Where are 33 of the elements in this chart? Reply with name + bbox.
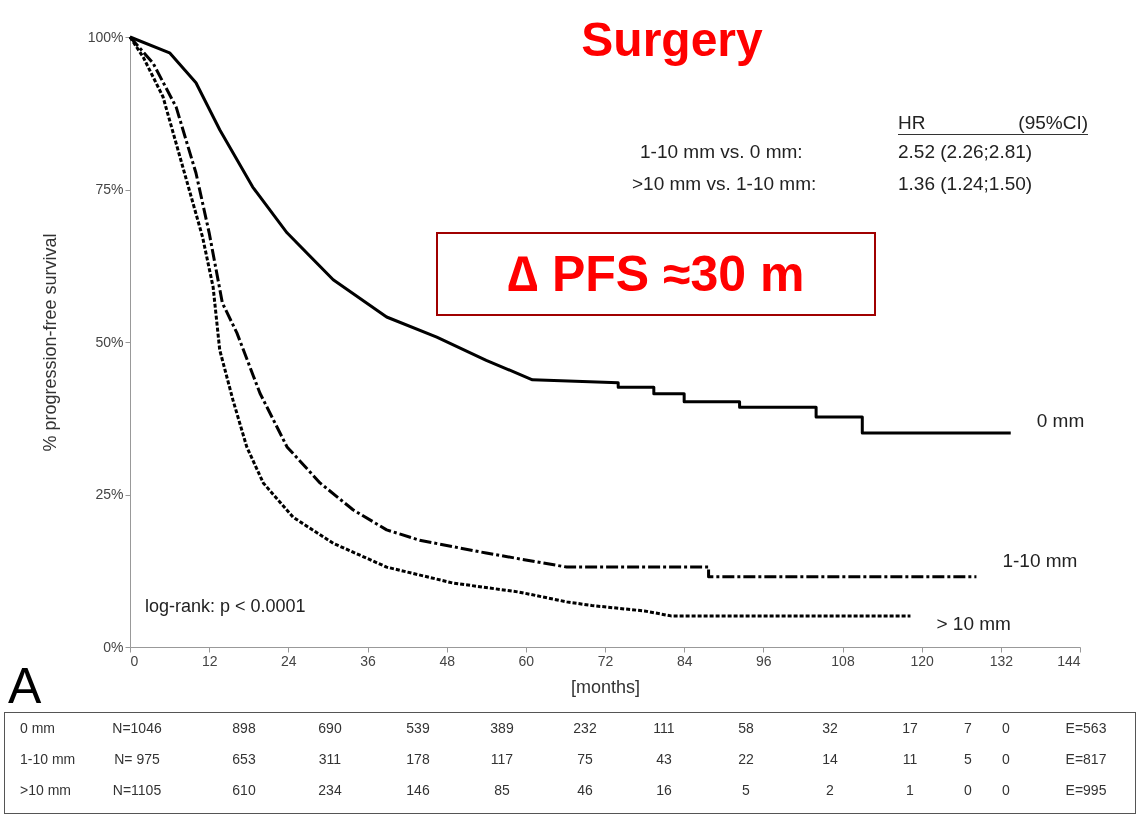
annotation: log-rank: p < 0.0001 [145,596,306,616]
x-tick-label: 84 [676,652,693,669]
x-axis-title: [months] [570,676,641,697]
x-tick-label: 144 [1057,652,1081,669]
text: 0 mm N=1046 898 690 539 389 232 111 58 32 17 7 0 E=563 [20,720,1107,736]
x-tick-label: 12 [201,652,218,669]
text: A [8,658,42,714]
x-tick-label: 120 [910,652,935,669]
x-tick-label: 108 [831,652,855,669]
y-tick-label: 100% [87,28,124,45]
x-tick-label: 48 [439,652,456,669]
x-tick-label: 36 [360,652,376,669]
x-tick-label: 132 [989,652,1014,669]
x-tick-label: 0 [130,652,139,669]
y-tick-label: 25% [95,486,124,502]
x-tick-label: 60 [518,652,535,669]
y-tick-label: 75% [95,181,124,197]
chart-title: Surgery [581,13,764,66]
text: 1-10 mm vs. 0 mm: 2.52 (2.26;2.81) [640,141,1033,162]
y-tick-label: 0% [103,638,124,655]
text: >10 mm vs. 1-10 mm: 1.36 (1.24;1.50) [632,173,1033,194]
y-tick-label: 50% [95,333,124,350]
series-label: > 10 mm [936,612,1011,634]
text: >10 mm N=1105 610 234 146 85 46 16 5 2 1 0 0 E=995 [20,782,1107,798]
annotation: ∆ PFS ≈30 m [507,246,805,302]
series-label: 0 mm [1036,409,1085,431]
text: HR (95%CI) [898,112,1088,133]
x-tick-label: 96 [756,652,772,669]
x-tick-label: 72 [597,652,614,669]
series-label: 1-10 mm [1002,549,1078,571]
y-axis-title: % progression-free survival [39,233,60,452]
text: 1-10 mm N= 975 653 311 178 117 75 43 22 14 11 5 0 E=817 [20,751,1107,767]
x-tick-label: 24 [281,652,297,669]
